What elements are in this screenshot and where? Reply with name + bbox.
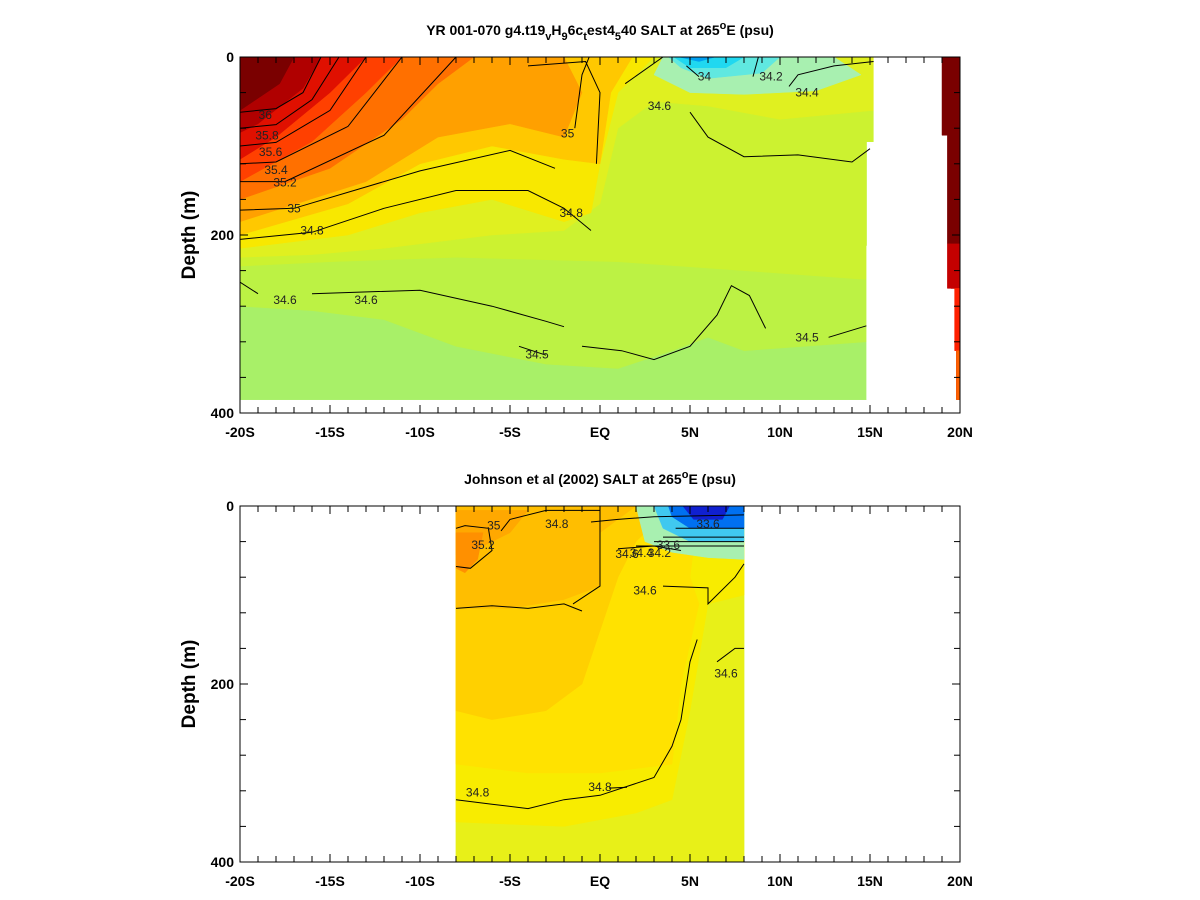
- contour-label: 35.6: [259, 145, 283, 159]
- contour-label: 34.6: [615, 547, 639, 561]
- x-tick-label: -10S: [405, 873, 435, 889]
- chart-title: Johnson et al (2002) SALT at 265oE (psu): [464, 469, 736, 487]
- contour-line-35: [455, 603, 583, 612]
- x-tick-label: 10N: [767, 873, 793, 889]
- x-tick-label: -15S: [315, 424, 345, 440]
- contour-label: 35: [287, 201, 301, 215]
- y-tick-label: 200: [211, 227, 235, 243]
- contour-line-34.4: [788, 61, 874, 87]
- contour-label: 34.5: [795, 330, 819, 344]
- contour-line-35.8: [240, 57, 340, 129]
- contour-label: 34.6: [354, 293, 378, 307]
- contour-line-35.2: [455, 525, 493, 569]
- contour-label: 34.5: [525, 347, 549, 361]
- y-axis-label: Depth (m): [179, 640, 200, 729]
- contour-line-34.8: [527, 60, 601, 164]
- contour-line-34: [686, 65, 700, 77]
- contour-label: 33.6: [696, 517, 720, 531]
- contour-label: 35.8: [255, 128, 279, 142]
- contour-label: 34: [698, 70, 712, 84]
- contour-line-36: [240, 57, 322, 113]
- x-tick-label: 20N: [947, 424, 973, 440]
- chart-title: YR 001-070 g4.t19vH96ctest4540 SALT at 2…: [426, 20, 774, 43]
- contour-label: 34.6: [714, 666, 738, 680]
- contour-line-34.2: [752, 57, 759, 77]
- contour-line-34.6: [662, 563, 745, 606]
- land-mask-0: [866, 57, 933, 400]
- contour-line-34.5: [828, 325, 867, 338]
- model-salinity-section: 36 35.8 35.6 35.435.2 35 35 34.8 34.8 34.6 34.6 34…: [179, 20, 973, 440]
- salinity-fill-band-19: [956, 350, 960, 400]
- contour-label: 33.6: [657, 538, 681, 552]
- salinity-fill-band-15: [679, 57, 716, 62]
- x-tick-label: -20S: [225, 873, 255, 889]
- x-tick-label: -15S: [315, 873, 345, 889]
- salinity-fill-band-7: [455, 532, 484, 574]
- contour-label: 35: [487, 519, 501, 533]
- x-tick-label: 15N: [857, 873, 883, 889]
- contour-label: 35.4: [264, 163, 288, 177]
- field-layer: [455, 506, 745, 862]
- contour-line-35.4: [240, 57, 403, 165]
- x-tick-label: 20N: [947, 873, 973, 889]
- contour-label: 34.6: [633, 584, 657, 598]
- contour-line-34.6: [716, 647, 744, 663]
- x-tick-label: EQ: [590, 873, 610, 889]
- y-tick-label: 0: [226, 49, 234, 65]
- contour-line-34.6: [624, 57, 664, 85]
- contour-label: 35.2: [471, 538, 495, 552]
- contour-line-34.8: [455, 639, 698, 810]
- contour-label: 34.6: [648, 99, 672, 113]
- x-tick-label: -5S: [499, 424, 521, 440]
- y-tick-label: 400: [211, 854, 235, 870]
- contour-label: 34.6: [273, 293, 297, 307]
- x-tick-label: -20S: [225, 424, 255, 440]
- x-tick-label: -5S: [499, 873, 521, 889]
- x-tick-label: 5N: [681, 873, 699, 889]
- contour-label: 34.2: [759, 70, 783, 84]
- contour-label: 34.4: [630, 546, 654, 560]
- salinity-fill-band-18: [954, 288, 960, 351]
- contour-line-34.5: [518, 345, 547, 356]
- x-tick-label: 5N: [681, 424, 699, 440]
- contour-line-35: [240, 149, 556, 211]
- salinity-fill-band-11: [240, 57, 295, 111]
- field-layer: [240, 57, 960, 400]
- contour-label: 34.4: [795, 86, 819, 100]
- contour-line-34.8: [608, 786, 628, 789]
- contour-line-34.8: [590, 514, 745, 523]
- y-tick-label: 400: [211, 405, 235, 421]
- x-tick-label: -10S: [405, 424, 435, 440]
- contour-line-35.2: [240, 57, 457, 183]
- x-tick-label: EQ: [590, 424, 610, 440]
- x-tick-label: 10N: [767, 424, 793, 440]
- contour-label: 36: [259, 108, 273, 122]
- contour-line-34.6: [311, 289, 565, 328]
- contour-label: 35: [561, 127, 575, 141]
- salinity-fill-band-17: [947, 243, 960, 289]
- contour-label: 35.2: [273, 175, 297, 189]
- contour-label: 34.8: [588, 780, 612, 794]
- contour-label: 34.2: [648, 546, 672, 560]
- contour-label: 34.8: [300, 224, 324, 238]
- contour-line-34.8: [240, 190, 592, 240]
- x-tick-label: 15N: [857, 424, 883, 440]
- observed-salinity-section: 35.235 34.834.8 34.834.634.634.634.434.233…: [179, 469, 973, 889]
- contour-line-34.6: [689, 111, 871, 163]
- y-tick-label: 0: [226, 498, 234, 514]
- contour-label: 34.8: [560, 206, 584, 220]
- contour-line-34.5: [581, 285, 767, 361]
- contour-line-35.6: [240, 57, 367, 147]
- contour-line-35: [500, 509, 601, 605]
- contour-label: 34.8: [466, 786, 490, 800]
- y-tick-label: 200: [211, 676, 235, 692]
- y-axis-label: Depth (m): [179, 191, 200, 280]
- contour-line-34.6: [240, 281, 259, 295]
- contour-label: 34.8: [545, 517, 569, 531]
